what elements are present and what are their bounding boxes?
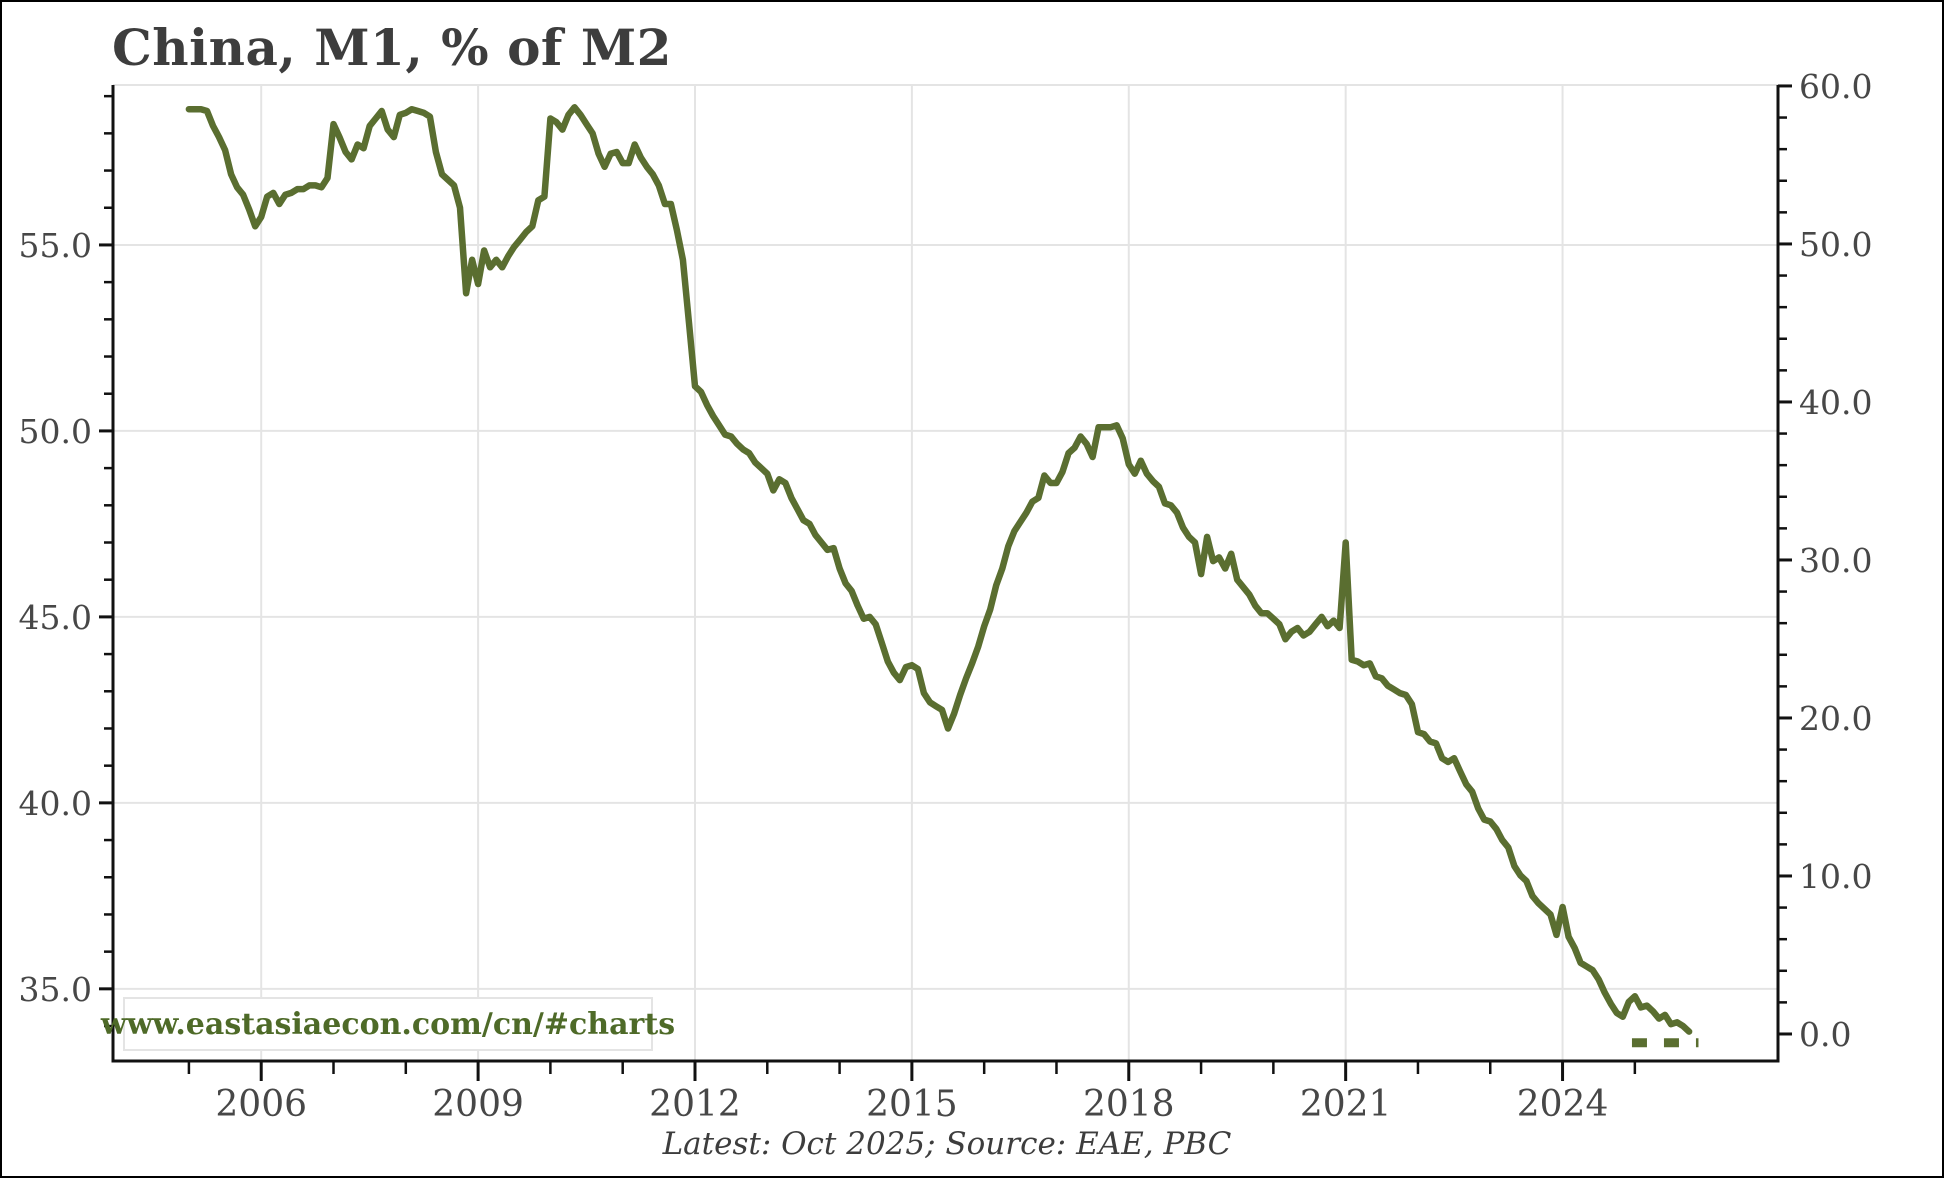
y-right-tick-label: 50.0 bbox=[1799, 225, 1872, 264]
x-year-tick-label: 2006 bbox=[215, 1084, 307, 1125]
y-right-tick-label: 10.0 bbox=[1799, 857, 1872, 896]
y-left-tick-label: 40.0 bbox=[19, 784, 92, 823]
x-year-tick-label: 2021 bbox=[1300, 1084, 1392, 1125]
chart-caption: Latest: Oct 2025; Source: EAE, PBC bbox=[662, 1126, 1232, 1162]
watermark-badge: www.eastasiaecon.com/cn/#charts bbox=[101, 997, 675, 1051]
x-year-tick-label: 2018 bbox=[1083, 1084, 1175, 1125]
y-right-tick-label: 60.0 bbox=[1799, 67, 1872, 106]
y-left-tick-label: 50.0 bbox=[19, 412, 92, 451]
y-left-tick-label: 55.0 bbox=[19, 226, 92, 265]
watermark-url-label: www.eastasiaecon.com/cn/#charts bbox=[100, 1006, 676, 1042]
m1-share-line bbox=[185, 104, 1693, 1035]
y-right-tick-label: 30.0 bbox=[1799, 541, 1872, 580]
y-right-tick-label: 40.0 bbox=[1799, 383, 1872, 422]
x-year-tick-label: 2024 bbox=[1517, 1084, 1609, 1125]
chart-title: China, M1, % of M2 bbox=[112, 18, 672, 77]
y-right-tick-label: 0.0 bbox=[1799, 1015, 1851, 1054]
y-left-tick-label: 45.0 bbox=[19, 598, 92, 637]
y-left-tick-label: 35.0 bbox=[19, 970, 92, 1009]
y-right-tick-label: 20.0 bbox=[1799, 699, 1872, 738]
x-year-tick-label: 2012 bbox=[649, 1084, 741, 1125]
x-year-tick-label: 2015 bbox=[866, 1084, 958, 1125]
x-year-tick-label: 2009 bbox=[432, 1084, 524, 1125]
